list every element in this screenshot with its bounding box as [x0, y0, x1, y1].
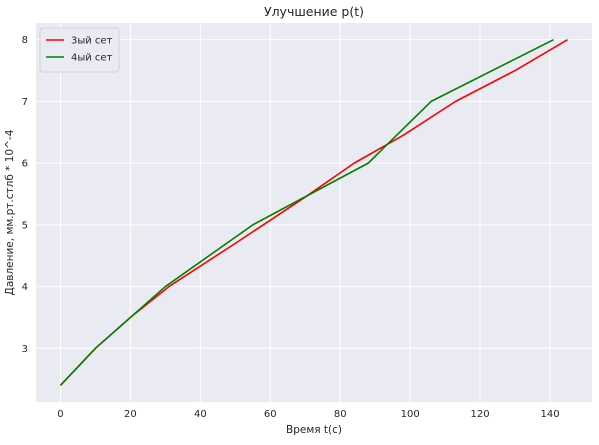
chart-title: Улучшение p(t)	[264, 4, 364, 19]
y-tick-label: 5	[22, 220, 28, 231]
y-tick-label: 3	[22, 344, 28, 355]
series-lines	[59, 38, 568, 386]
x-tick-label: 0	[57, 409, 63, 420]
grid	[36, 23, 592, 402]
y-tick-label: 8	[22, 35, 28, 46]
x-tick-label: 100	[401, 409, 420, 420]
x-axis-label: Время t(с)	[286, 424, 342, 436]
tick-labels: 0 20 40 60 80 100 120 140 3 4 5 6 7 8	[22, 35, 560, 420]
y-tick-label: 7	[22, 97, 28, 108]
x-tick-label: 20	[124, 409, 137, 420]
legend-box	[39, 27, 120, 73]
x-tick-label: 40	[194, 409, 207, 420]
x-tick-label: 60	[264, 409, 277, 420]
y-tick-label: 4	[22, 282, 28, 293]
legend: 3ый сет 4ый сет	[39, 27, 120, 73]
series-line-2	[59, 38, 554, 386]
plot-area	[36, 23, 592, 402]
y-axis-label: Давление, мм.рт.стлб * 10^-4	[4, 129, 16, 295]
y-tick-label: 6	[22, 159, 28, 170]
legend-label: 4ый сет	[71, 53, 113, 64]
x-tick-label: 120	[471, 409, 490, 420]
x-tick-label: 140	[540, 409, 559, 420]
x-tick-label: 80	[334, 409, 347, 420]
legend-label: 3ый сет	[71, 36, 113, 47]
